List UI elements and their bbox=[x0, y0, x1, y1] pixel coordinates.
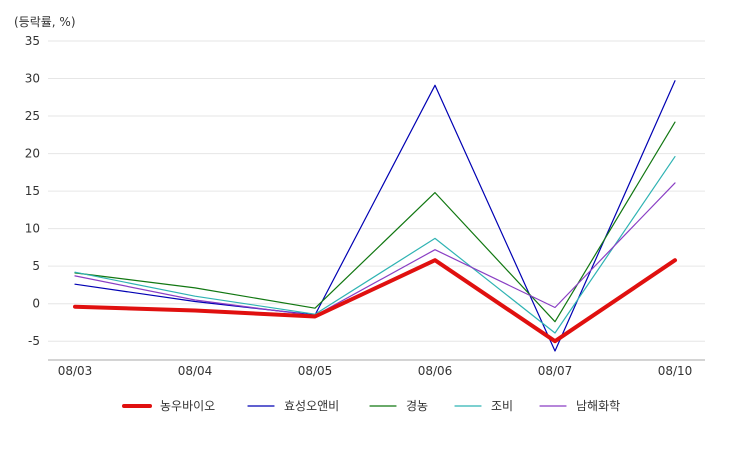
legend-label: 효성오앤비 bbox=[284, 399, 339, 413]
series-line bbox=[74, 182, 676, 317]
series-line bbox=[73, 258, 677, 344]
series-line bbox=[74, 121, 676, 323]
y-tick-label: 25 bbox=[25, 109, 40, 123]
unit-label: (등락률, %) bbox=[14, 15, 76, 29]
legend-item: 농우바이오 bbox=[122, 399, 215, 413]
axis-layer: 35 30 25 20 15 10 5 0 -5 08/03 08/04 08/05 08/06 08/0… bbox=[25, 34, 705, 378]
legend-label: 조비 bbox=[491, 399, 513, 413]
x-tick-label: 08/10 bbox=[658, 364, 693, 378]
legend-item: 경농 bbox=[369, 399, 428, 413]
y-tick-label: 5 bbox=[32, 259, 40, 273]
x-tick-label: 08/03 bbox=[58, 364, 93, 378]
legend-label: 농우바이오 bbox=[160, 399, 215, 413]
y-tick-label: -5 bbox=[28, 334, 40, 348]
y-tick-label: 20 bbox=[25, 147, 40, 161]
series-line bbox=[74, 156, 676, 334]
y-tick-label: 0 bbox=[32, 297, 40, 311]
x-tick-label: 08/05 bbox=[298, 364, 333, 378]
legend-label: 남해화학 bbox=[576, 399, 620, 413]
legend-label: 경농 bbox=[406, 399, 428, 413]
y-tick-label: 10 bbox=[25, 222, 40, 236]
x-tick-label: 08/07 bbox=[538, 364, 573, 378]
legend: 농우바이오 효성오앤비 경농 조비 남해화학 bbox=[122, 399, 620, 413]
x-tick-label: 08/06 bbox=[418, 364, 453, 378]
grid-layer bbox=[48, 40, 705, 342]
y-tick-label: 15 bbox=[25, 184, 40, 198]
y-tick-label: 30 bbox=[25, 72, 40, 86]
legend-item: 효성오앤비 bbox=[247, 399, 339, 413]
series-line bbox=[74, 80, 676, 352]
y-tick-label: 35 bbox=[25, 34, 40, 48]
x-tick-label: 08/04 bbox=[178, 364, 213, 378]
series-layer bbox=[73, 80, 677, 352]
legend-item: 조비 bbox=[454, 399, 513, 413]
legend-item: 남해화학 bbox=[539, 399, 620, 413]
